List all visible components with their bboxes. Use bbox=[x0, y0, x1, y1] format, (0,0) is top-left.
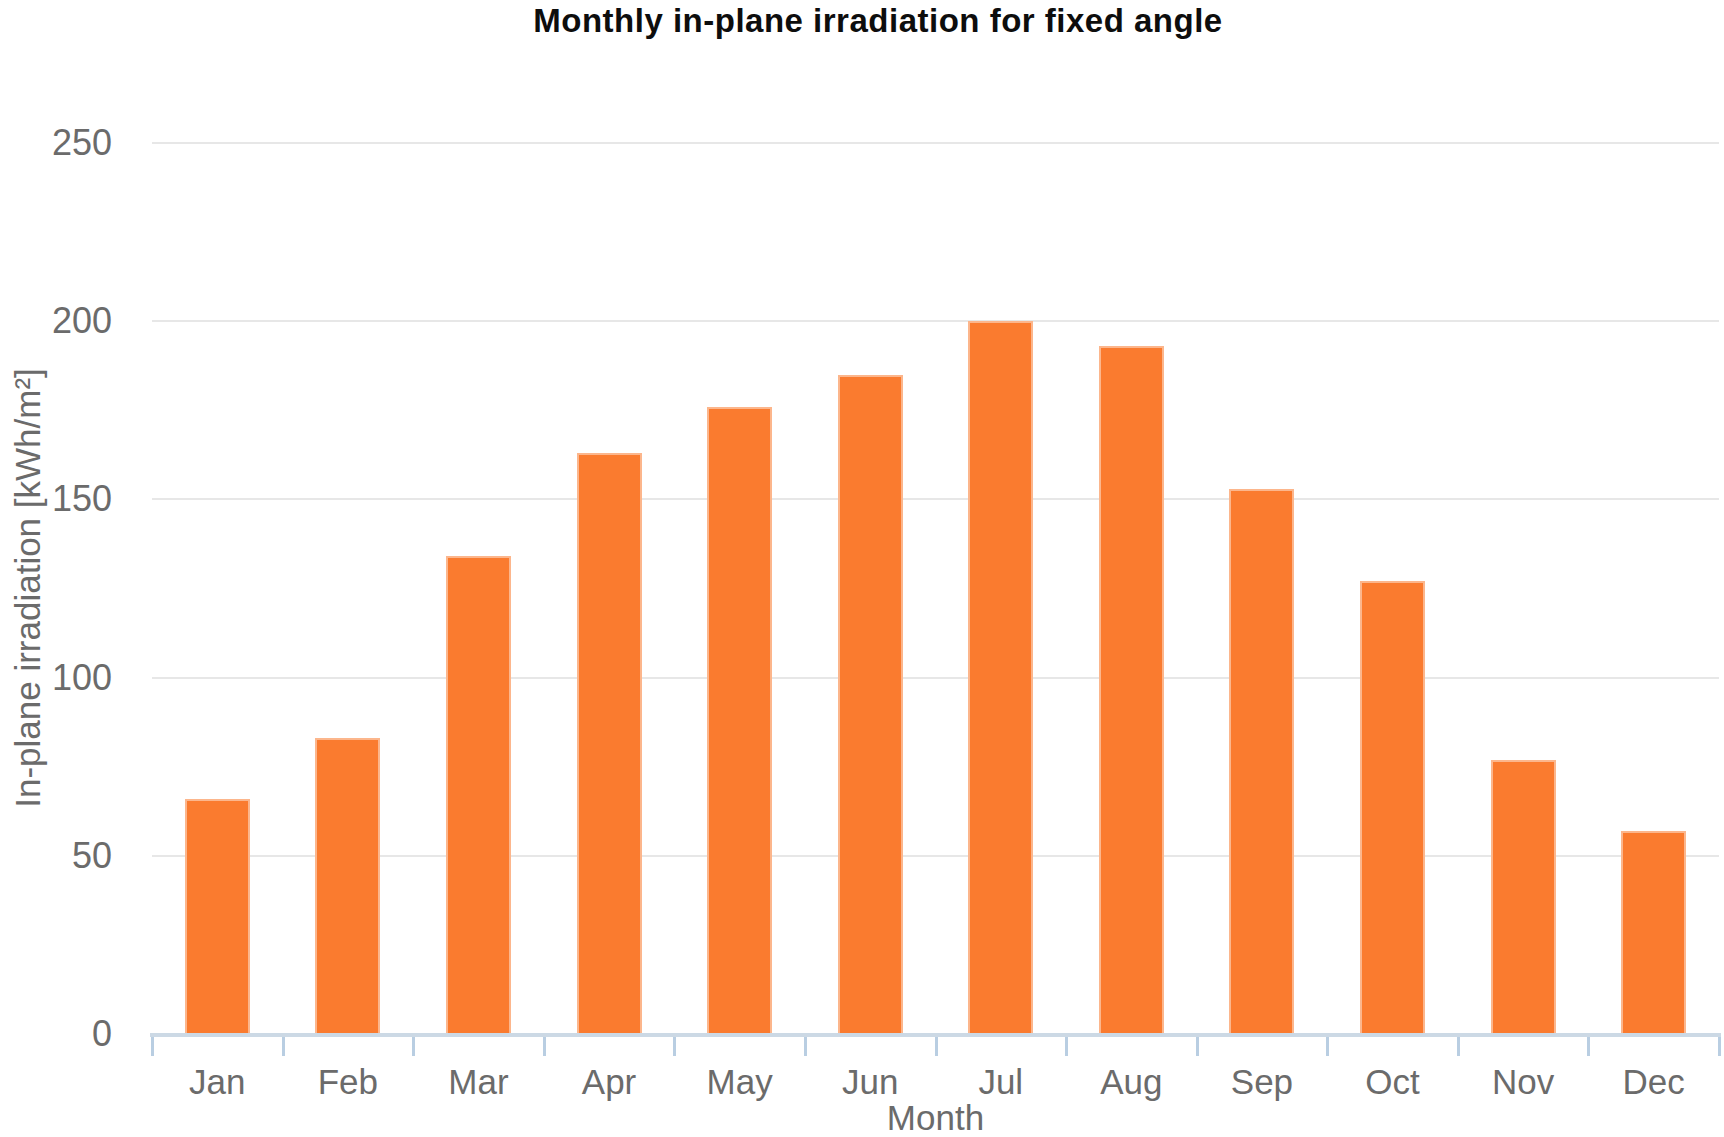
x-axis-tick bbox=[151, 1037, 154, 1056]
x-axis-tick bbox=[804, 1037, 807, 1056]
bar-mar bbox=[446, 556, 511, 1034]
x-axis-tick bbox=[1457, 1037, 1460, 1056]
bar-may bbox=[707, 407, 772, 1034]
gridline-200 bbox=[152, 320, 1719, 322]
bar-dec bbox=[1621, 831, 1686, 1034]
x-axis-tick bbox=[412, 1037, 415, 1056]
bar-jun bbox=[838, 375, 903, 1034]
bar-sep bbox=[1229, 489, 1294, 1034]
x-axis-tick bbox=[935, 1037, 938, 1056]
x-tick-label-oct: Oct bbox=[1327, 1062, 1458, 1102]
x-tick-label-dec: Dec bbox=[1588, 1062, 1719, 1102]
bar-feb bbox=[315, 738, 380, 1034]
x-axis-tick bbox=[1196, 1037, 1199, 1056]
x-tick-label-aug: Aug bbox=[1066, 1062, 1197, 1102]
x-tick-label-nov: Nov bbox=[1458, 1062, 1589, 1102]
bar-jul bbox=[968, 321, 1033, 1034]
bar-oct bbox=[1360, 581, 1425, 1034]
x-tick-label-feb: Feb bbox=[283, 1062, 414, 1102]
y-tick-label-150: 150 bbox=[12, 479, 112, 519]
gridline-50 bbox=[152, 855, 1719, 857]
x-axis-title: Month bbox=[152, 1098, 1719, 1137]
x-axis-tick bbox=[1718, 1037, 1721, 1056]
gridline-100 bbox=[152, 677, 1719, 679]
x-tick-label-may: May bbox=[674, 1062, 805, 1102]
bar-chart: Monthly in-plane irradiation for fixed a… bbox=[0, 0, 1724, 1137]
x-axis-tick bbox=[1326, 1037, 1329, 1056]
x-tick-label-jun: Jun bbox=[805, 1062, 936, 1102]
x-tick-label-jan: Jan bbox=[152, 1062, 283, 1102]
bar-apr bbox=[577, 453, 642, 1034]
x-axis-tick bbox=[282, 1037, 285, 1056]
chart-title: Monthly in-plane irradiation for fixed a… bbox=[0, 2, 1724, 40]
plot-area bbox=[152, 143, 1719, 1034]
y-axis-title: In-plane irradiation [kWh/m²] bbox=[8, 308, 48, 868]
bar-nov bbox=[1491, 760, 1556, 1034]
bar-jan bbox=[185, 799, 250, 1034]
y-tick-label-50: 50 bbox=[12, 836, 112, 876]
gridline-250 bbox=[152, 142, 1719, 144]
y-tick-label-100: 100 bbox=[12, 658, 112, 698]
x-tick-label-apr: Apr bbox=[544, 1062, 675, 1102]
y-tick-label-0: 0 bbox=[12, 1014, 112, 1054]
x-axis-tick bbox=[1587, 1037, 1590, 1056]
x-tick-label-jul: Jul bbox=[936, 1062, 1067, 1102]
x-tick-label-mar: Mar bbox=[413, 1062, 544, 1102]
gridline-150 bbox=[152, 498, 1719, 500]
x-axis-tick bbox=[543, 1037, 546, 1056]
x-tick-label-sep: Sep bbox=[1197, 1062, 1328, 1102]
y-tick-label-200: 200 bbox=[12, 301, 112, 341]
x-axis-tick bbox=[1065, 1037, 1068, 1056]
bar-aug bbox=[1099, 346, 1164, 1034]
x-axis-tick bbox=[673, 1037, 676, 1056]
y-tick-label-250: 250 bbox=[12, 123, 112, 163]
